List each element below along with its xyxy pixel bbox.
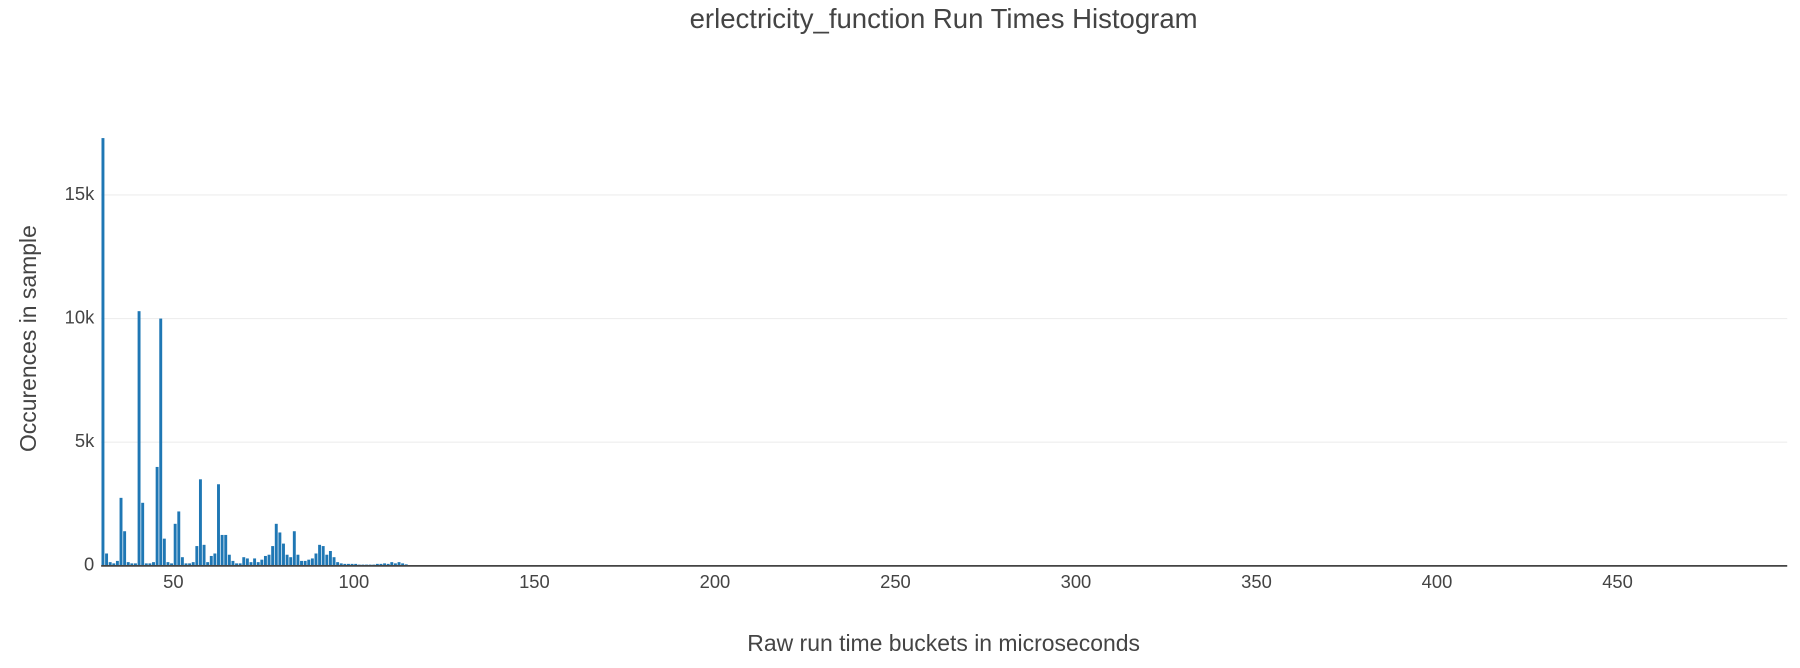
x-tick-label: 350 xyxy=(1241,571,1272,592)
x-tick-label: 400 xyxy=(1422,571,1453,592)
bar xyxy=(285,554,289,566)
bar xyxy=(220,534,224,566)
bar xyxy=(227,554,231,566)
bar xyxy=(105,553,109,566)
bar xyxy=(296,554,300,566)
bar xyxy=(328,551,332,566)
bar xyxy=(217,484,220,566)
bar xyxy=(159,318,163,566)
bar xyxy=(115,560,119,566)
bar xyxy=(108,562,112,566)
bar xyxy=(112,563,116,566)
bar xyxy=(347,563,350,566)
bar xyxy=(180,557,184,566)
bar xyxy=(300,560,303,566)
bar xyxy=(375,563,379,566)
bar xyxy=(289,557,293,566)
bar xyxy=(339,563,343,566)
bar xyxy=(231,560,235,566)
bar xyxy=(162,538,166,566)
bar xyxy=(310,558,314,566)
bar xyxy=(325,554,329,566)
bar xyxy=(166,562,170,566)
bar xyxy=(343,563,347,566)
bar xyxy=(224,534,228,566)
x-tick-label: 200 xyxy=(700,571,731,592)
y-tick-label: 10k xyxy=(65,306,95,327)
bar xyxy=(271,546,275,566)
bar xyxy=(123,531,127,566)
bar xyxy=(133,563,137,566)
bar xyxy=(318,544,322,566)
bar xyxy=(184,563,188,566)
x-tick-label: 100 xyxy=(339,571,370,592)
bar xyxy=(130,563,134,566)
bar xyxy=(152,562,155,566)
bar xyxy=(144,563,148,566)
bar xyxy=(303,560,307,566)
bar xyxy=(209,555,213,566)
y-tick-label: 5k xyxy=(75,430,95,451)
y-tick-label: 0 xyxy=(84,554,94,575)
bar xyxy=(206,562,210,566)
bar xyxy=(386,563,390,566)
bar xyxy=(332,557,336,566)
bar xyxy=(155,466,159,566)
chart-title: erlectricity_function Run Times Histogra… xyxy=(690,3,1198,34)
bar xyxy=(191,562,195,566)
bar xyxy=(202,544,206,566)
bar xyxy=(260,559,264,566)
bar xyxy=(245,558,249,566)
x-tick-label: 300 xyxy=(1061,571,1092,592)
bar xyxy=(278,532,282,566)
bar xyxy=(393,563,397,566)
bar xyxy=(242,557,246,566)
bar xyxy=(141,502,145,566)
x-tick-label: 150 xyxy=(519,571,550,592)
bar xyxy=(354,563,358,566)
bar xyxy=(267,554,271,566)
bar xyxy=(173,523,177,566)
x-tick-label: 250 xyxy=(880,571,911,592)
bar xyxy=(238,563,242,566)
bar xyxy=(314,553,318,566)
bar xyxy=(292,531,296,566)
bar xyxy=(274,523,278,566)
bar xyxy=(235,563,239,566)
x-tick-label: 50 xyxy=(163,571,183,592)
bar xyxy=(198,479,202,566)
y-axis-title: Occurences in sample xyxy=(15,225,41,452)
bar xyxy=(263,555,267,566)
y-tick-label: 15k xyxy=(65,183,95,204)
bar xyxy=(336,562,340,566)
bar xyxy=(321,546,325,566)
bar xyxy=(253,558,257,566)
bar xyxy=(390,562,394,566)
bar xyxy=(188,563,192,566)
bar xyxy=(101,138,105,566)
bar xyxy=(379,563,383,566)
bar xyxy=(195,546,199,566)
bar xyxy=(256,562,260,566)
bar xyxy=(383,563,387,566)
bar xyxy=(401,563,405,566)
bar xyxy=(148,563,152,566)
bar xyxy=(170,563,174,566)
bar xyxy=(213,553,217,566)
x-axis-title: Raw run time buckets in microseconds xyxy=(747,630,1140,656)
bar xyxy=(177,511,181,566)
bar xyxy=(119,497,123,566)
bar xyxy=(249,562,253,566)
bar xyxy=(307,559,311,566)
bar xyxy=(397,562,401,566)
bar xyxy=(350,563,354,566)
bar xyxy=(282,543,285,566)
bar xyxy=(126,562,130,566)
x-tick-label: 450 xyxy=(1602,571,1633,592)
bar xyxy=(137,311,141,566)
